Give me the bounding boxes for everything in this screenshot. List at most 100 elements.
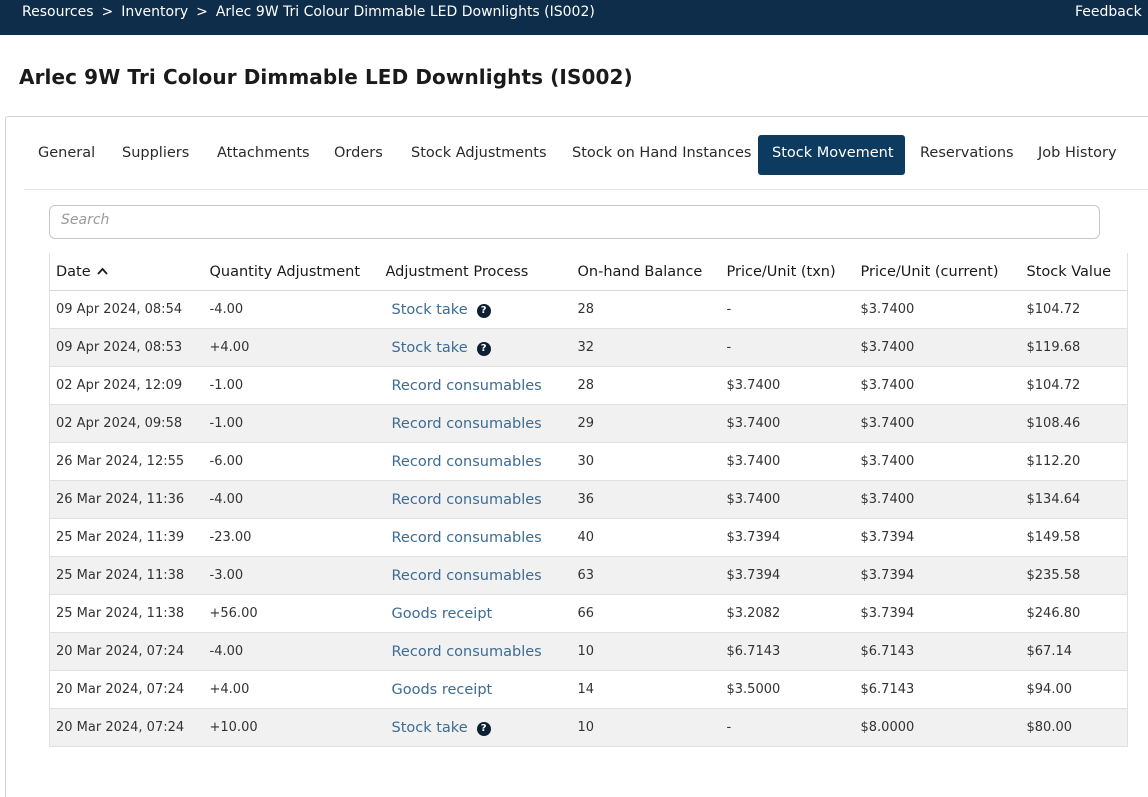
column-header-price-unit-txn[interactable]: Price/Unit (txn) — [720, 253, 855, 291]
cell-adjustment-process: Record consumables — [379, 442, 572, 481]
cell-date: 02 Apr 2024, 09:58 — [49, 404, 204, 443]
cell-adjustment-process: Goods receipt — [379, 594, 572, 633]
adjustment-process-link[interactable]: Record consumables — [391, 567, 542, 584]
breadcrumb-inventory[interactable]: Inventory — [121, 4, 189, 20]
cell-on-hand-balance: 63 — [571, 556, 721, 595]
tab-bar: General Suppliers Attachments Orders Sto… — [24, 135, 1148, 175]
cell-on-hand-balance: 29 — [571, 404, 721, 443]
tab-job-history[interactable]: Job History — [1038, 145, 1117, 161]
cell-price-unit-txn: $3.7400 — [720, 366, 855, 405]
cell-stock-value: $67.14 — [1020, 632, 1128, 671]
column-header-quantity-adjustment[interactable]: Quantity Adjustment — [203, 253, 380, 291]
table-row: 02 Apr 2024, 12:09 -1.00 Record consumable… — [49, 366, 1128, 405]
column-header-adjustment-process[interactable]: Adjustment Process — [379, 253, 572, 291]
cell-date: 20 Mar 2024, 07:24 — [49, 632, 204, 671]
cell-on-hand-balance: 30 — [571, 442, 721, 481]
adjustment-process-link[interactable]: Goods receipt — [391, 681, 493, 698]
cell-adjustment-process: Stock take? — [379, 328, 572, 367]
cell-price-unit-txn: $3.7400 — [720, 442, 855, 481]
adjustment-process-link[interactable]: Stock take — [391, 339, 468, 356]
cell-price-unit-current: $6.7143 — [854, 632, 1021, 671]
cell-on-hand-balance: 10 — [571, 632, 721, 671]
cell-price-unit-txn: $3.7394 — [720, 556, 855, 595]
column-header-on-hand-balance[interactable]: On-hand Balance — [571, 253, 721, 291]
cell-quantity-adjustment: -3.00 — [203, 556, 380, 595]
cell-price-unit-current: $3.7400 — [854, 366, 1021, 405]
tab-stock-adjustments[interactable]: Stock Adjustments — [411, 145, 547, 161]
cell-date: 25 Mar 2024, 11:38 — [49, 556, 204, 595]
column-header-date[interactable]: Date — [49, 253, 204, 291]
cell-date: 20 Mar 2024, 07:24 — [49, 708, 204, 747]
question-circle-icon[interactable]: ? — [476, 303, 491, 318]
column-header-stock-value[interactable]: Stock Value — [1020, 253, 1128, 291]
cell-price-unit-txn: $3.2082 — [720, 594, 855, 633]
top-bar: Resources > Inventory > Arlec 9W Tri Colour … — [0, 0, 1148, 35]
tab-reservations[interactable]: Reservations — [920, 145, 1014, 161]
table-row: 20 Mar 2024, 07:24 +4.00 Goods receipt 14 $3… — [49, 670, 1128, 709]
cell-date: 25 Mar 2024, 11:39 — [49, 518, 204, 557]
adjustment-process-link[interactable]: Stock take — [391, 301, 468, 318]
cell-stock-value: $94.00 — [1020, 670, 1128, 709]
cell-price-unit-txn: - — [720, 708, 855, 747]
cell-stock-value: $149.58 — [1020, 518, 1128, 557]
cell-on-hand-balance: 10 — [571, 708, 721, 747]
table-row: 25 Mar 2024, 11:38 -3.00 Record consumable… — [49, 556, 1128, 595]
cell-price-unit-txn: $6.7143 — [720, 632, 855, 671]
adjustment-process-link[interactable]: Goods receipt — [391, 605, 493, 622]
cell-quantity-adjustment: -4.00 — [203, 290, 380, 329]
cell-price-unit-txn: $3.7400 — [720, 480, 855, 519]
search-input[interactable] — [49, 205, 1100, 239]
adjustment-process-link[interactable]: Record consumables — [391, 529, 542, 546]
breadcrumb-current: Arlec 9W Tri Colour Dimmable LED Downlig… — [215, 4, 595, 20]
cell-price-unit-txn: $3.7400 — [720, 404, 855, 443]
breadcrumb-separator: > — [196, 4, 208, 20]
cell-adjustment-process: Record consumables — [379, 632, 572, 671]
tab-general[interactable]: General — [38, 145, 96, 161]
adjustment-process-link[interactable]: Record consumables — [391, 453, 542, 470]
column-header-price-unit-current[interactable]: Price/Unit (current) — [854, 253, 1021, 291]
cell-stock-value: $235.58 — [1020, 556, 1128, 595]
cell-on-hand-balance: 40 — [571, 518, 721, 557]
tab-stock-movement[interactable]: Stock Movement — [758, 135, 905, 175]
cell-on-hand-balance: 32 — [571, 328, 721, 367]
adjustment-process-link[interactable]: Record consumables — [391, 415, 542, 432]
breadcrumb: Resources > Inventory > Arlec 9W Tri Colour … — [22, 4, 595, 20]
adjustment-process-link[interactable]: Record consumables — [391, 643, 542, 660]
cell-adjustment-process: Goods receipt — [379, 670, 572, 709]
breadcrumb-resources[interactable]: Resources — [22, 4, 94, 20]
question-circle-icon[interactable]: ? — [476, 721, 491, 736]
question-circle-icon[interactable]: ? — [476, 341, 491, 356]
adjustment-process-link[interactable]: Record consumables — [391, 491, 542, 508]
page-title: Arlec 9W Tri Colour Dimmable LED Downlig… — [19, 65, 633, 89]
cell-price-unit-current: $3.7394 — [854, 594, 1021, 633]
adjustment-process-link[interactable]: Record consumables — [391, 377, 542, 394]
table-row: 20 Mar 2024, 07:24 +10.00 Stock take? 10- $8… — [49, 708, 1128, 747]
feedback-link[interactable]: Feedback — [1075, 4, 1142, 20]
tab-suppliers[interactable]: Suppliers — [122, 145, 190, 161]
table-header-row: Date Quantity Adjustment Adjustment Proc… — [49, 253, 1128, 291]
cell-quantity-adjustment: +4.00 — [203, 328, 380, 367]
cell-quantity-adjustment: +10.00 — [203, 708, 380, 747]
tab-attachments[interactable]: Attachments — [217, 145, 310, 161]
cell-stock-value: $104.72 — [1020, 366, 1128, 405]
cell-price-unit-txn: - — [720, 290, 855, 329]
tab-orders[interactable]: Orders — [334, 145, 383, 161]
cell-stock-value: $104.72 — [1020, 290, 1128, 329]
tab-stock-on-hand-instances[interactable]: Stock on Hand Instances — [572, 145, 752, 161]
cell-date: 20 Mar 2024, 07:24 — [49, 670, 204, 709]
cell-price-unit-txn: $3.5000 — [720, 670, 855, 709]
table-row: 26 Mar 2024, 12:55 -6.00 Record consumable… — [49, 442, 1128, 481]
cell-stock-value: $134.64 — [1020, 480, 1128, 519]
cell-date: 26 Mar 2024, 12:55 — [49, 442, 204, 481]
cell-on-hand-balance: 14 — [571, 670, 721, 709]
cell-price-unit-current: $3.7400 — [854, 442, 1021, 481]
cell-adjustment-process: Record consumables — [379, 556, 572, 595]
table-row: 09 Apr 2024, 08:54 -4.00 Stock take? 28- $3.… — [49, 290, 1128, 329]
cell-price-unit-current: $3.7400 — [854, 328, 1021, 367]
column-header-label: Date — [56, 264, 91, 280]
cell-quantity-adjustment: -1.00 — [203, 366, 380, 405]
adjustment-process-link[interactable]: Stock take — [391, 719, 468, 736]
cell-adjustment-process: Stock take? — [379, 708, 572, 747]
cell-quantity-adjustment: -1.00 — [203, 404, 380, 443]
chevron-up-icon — [97, 263, 108, 279]
